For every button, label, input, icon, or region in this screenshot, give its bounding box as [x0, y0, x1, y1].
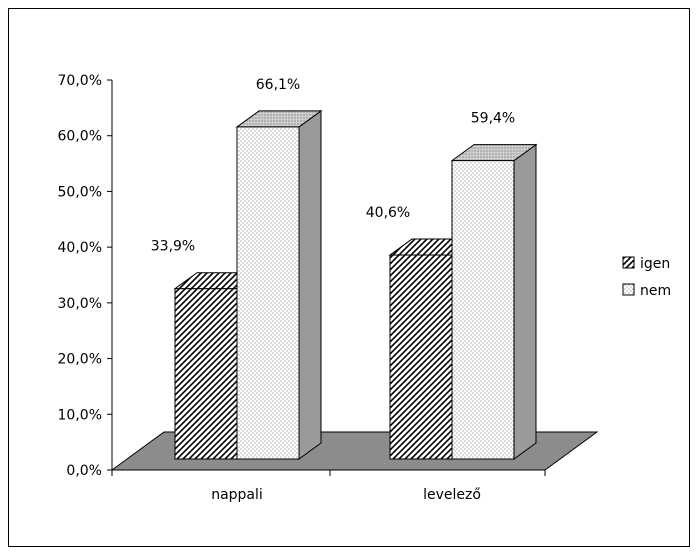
- x-tick-label: nappali: [211, 487, 263, 503]
- legend-swatch-nem: [622, 283, 635, 296]
- data-label: 33,9%: [151, 239, 195, 255]
- legend-label-igen: igen: [640, 256, 670, 272]
- y-tick-label: 20,0%: [58, 352, 102, 368]
- y-tick-label: 50,0%: [58, 184, 102, 200]
- data-label: 59,4%: [471, 111, 515, 127]
- y-tick-label: 30,0%: [58, 296, 102, 312]
- data-label: 66,1%: [256, 77, 300, 93]
- legend-swatch-igen: [622, 256, 635, 269]
- y-tick-label: 70,0%: [58, 73, 102, 89]
- y-tick-label: 60,0%: [58, 129, 102, 145]
- y-tick-label: 0,0%: [66, 463, 102, 479]
- legend-label-nem: nem: [640, 283, 671, 299]
- bar-side-nem-1: [513, 143, 537, 460]
- bar-nem-1: [451, 160, 515, 460]
- x-tick-label: levelező: [423, 487, 481, 503]
- bar-side-nem-0: [298, 109, 322, 460]
- bar-igen-1: [389, 254, 453, 460]
- y-tick-label: 10,0%: [58, 407, 102, 423]
- data-label: 40,6%: [366, 205, 410, 221]
- bar-igen-0: [174, 288, 238, 460]
- y-tick-label: 40,0%: [58, 240, 102, 256]
- bar-nem-0: [236, 126, 300, 460]
